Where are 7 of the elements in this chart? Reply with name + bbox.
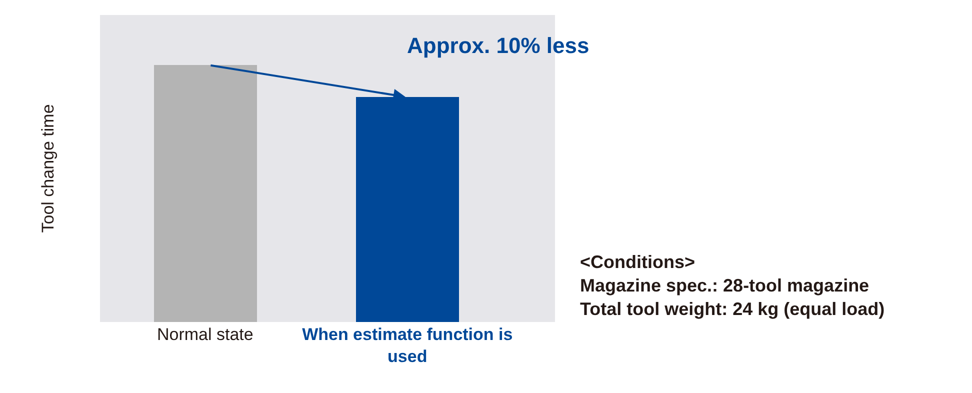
text: <Conditions> [580, 252, 696, 272]
text: Total tool weight: 24 kg (equal load) [580, 298, 885, 319]
x-tick-label: When estimate function is used [302, 325, 513, 366]
text: Magazine spec.: 28-tool magazine [580, 275, 870, 296]
y-axis-title: Tool change time [38, 104, 58, 233]
x-tick-label: Normal state [156, 325, 254, 344]
text: Approx. 10% less [407, 33, 590, 58]
